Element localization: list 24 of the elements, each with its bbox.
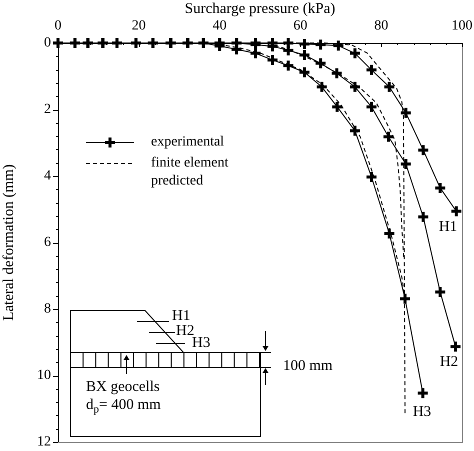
y-tick-label: 10 (37, 368, 51, 384)
annotation: H1 (172, 308, 190, 324)
y-tick-label: 8 (44, 302, 51, 317)
x-tick-label: 100 (452, 18, 472, 34)
y-tick-label: 6 (44, 235, 51, 250)
annotation: H1 (438, 218, 458, 235)
annotation: 100 mm (283, 358, 333, 374)
x-tick-label: 0 (54, 18, 62, 34)
x-tick-label: 60 (293, 18, 308, 34)
x-tick-label: 40 (212, 18, 227, 34)
y-tick-label: 4 (44, 168, 51, 184)
x-axis-title: Surcharge pressure (kPa) (184, 0, 336, 17)
y-tick-label: 0 (44, 36, 51, 51)
annotation: H3 (412, 404, 432, 420)
y-tick-label: 2 (44, 102, 51, 118)
legend-label: finite element predicted (151, 156, 228, 189)
annotation: BX geocells (86, 378, 160, 395)
y-axis-title: Lateral deformation (mm) (0, 164, 17, 321)
legend-label: experimental (151, 134, 224, 150)
x-tick-label: 20 (132, 18, 146, 34)
annotation: H3 (192, 334, 210, 351)
y-tick-label: 12 (37, 434, 51, 450)
annotation: H2 (440, 354, 458, 370)
x-tick-label: 80 (374, 18, 388, 34)
